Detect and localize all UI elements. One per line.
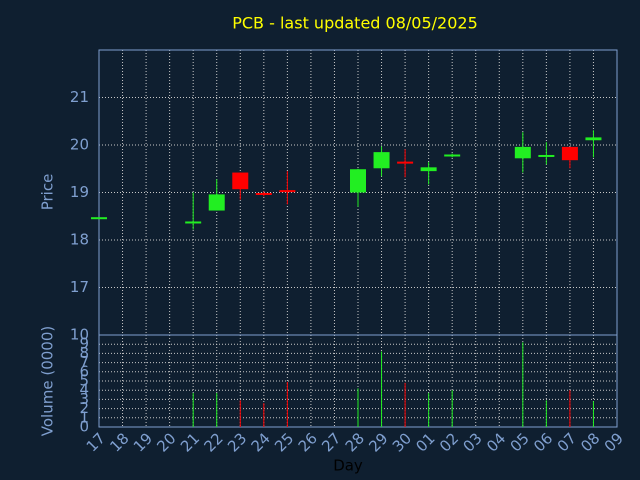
x-tick-label: 22 [201, 429, 227, 455]
volume-tick-label: 6 [79, 362, 89, 380]
candle-body [538, 154, 555, 157]
x-tick-label: 05 [507, 429, 533, 455]
x-tick-label: 29 [365, 429, 391, 455]
candle-body [232, 172, 249, 190]
x-tick-label: 07 [554, 429, 580, 455]
candle-body [397, 161, 414, 164]
y-tick-label: 19 [70, 183, 89, 201]
x-tick-label: 04 [483, 429, 509, 455]
y-tick-label: 17 [70, 278, 89, 296]
candle-body [585, 137, 602, 141]
x-tick-label: 09 [601, 429, 627, 455]
x-tick-label: 02 [436, 429, 462, 455]
volume-tick-label: 0 [79, 418, 89, 436]
volume-tick-label: 1 [79, 408, 89, 426]
x-tick-label: 30 [389, 429, 415, 455]
x-tick-label: 19 [130, 429, 156, 455]
volume-tick-label: 3 [79, 390, 89, 408]
candle-body [420, 167, 437, 172]
x-tick-label: 18 [106, 429, 132, 455]
volume-tick-label: 10 [70, 326, 89, 344]
x-tick-label: 20 [153, 429, 179, 455]
candle-body [91, 217, 107, 220]
x-tick-label: 28 [342, 429, 368, 455]
x-tick-label: 26 [295, 429, 321, 455]
x-tick-label: 21 [177, 429, 203, 455]
candle-body [255, 192, 272, 195]
x-tick-label: 03 [460, 429, 486, 455]
candle-body [373, 152, 390, 169]
volume-tick-label: 9 [79, 335, 89, 353]
candle-body [279, 190, 296, 193]
volume-tick-label: 2 [79, 399, 89, 417]
y-tick-label: 21 [70, 88, 89, 106]
y-axis-label: Price [39, 174, 57, 211]
x-tick-label: 25 [271, 429, 297, 455]
volume-axis-label: Volume (0000) [39, 326, 57, 436]
y-tick-label: 18 [70, 231, 89, 249]
candle-body [514, 146, 531, 159]
volume-tick-label: 4 [79, 381, 89, 399]
candle-body [208, 194, 225, 211]
x-tick-label: 08 [577, 429, 603, 455]
candle-body [350, 169, 366, 193]
x-axis-label: Day [333, 457, 363, 475]
y-tick-label: 20 [70, 136, 89, 154]
x-tick-label: 27 [318, 429, 344, 455]
candle-body [444, 154, 461, 157]
candle-body [561, 146, 578, 161]
chart-title: PCB - last updated 08/05/2025 [232, 14, 478, 33]
volume-tick-label: 8 [79, 344, 89, 362]
volume-tick-label: 5 [79, 372, 89, 390]
x-tick-label: 23 [224, 429, 250, 455]
x-tick-label: 01 [412, 429, 438, 455]
volume-tick-label: 7 [79, 353, 89, 371]
x-tick-label: 24 [248, 429, 274, 455]
candle-body [185, 221, 202, 224]
x-tick-label: 06 [530, 429, 556, 455]
